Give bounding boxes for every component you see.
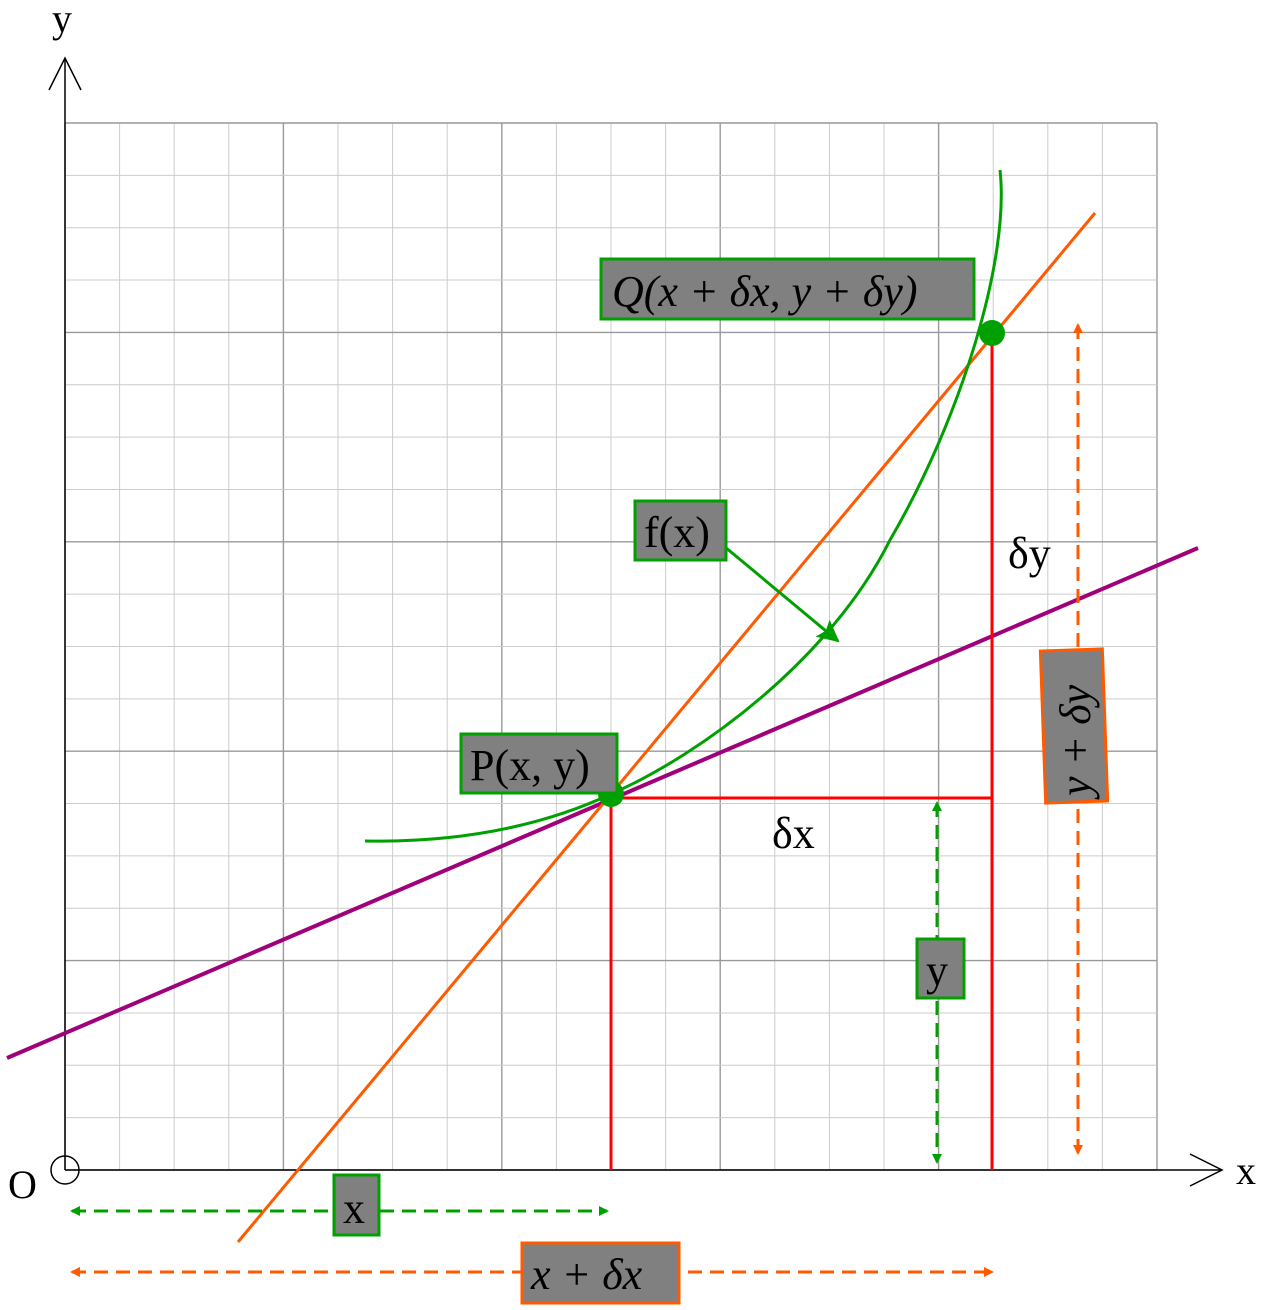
delta-x-label: δx (772, 809, 815, 858)
axes: x y O (8, 0, 1256, 1207)
point-q-dot (979, 320, 1005, 346)
delta-y-label: δy (1008, 529, 1051, 578)
function-label: f(x) (644, 508, 710, 557)
y-plus-dy-label: y + δy (1051, 684, 1100, 800)
label-box-y-plus-dy: y + δy (1038, 647, 1110, 805)
origin-circle-icon (50, 1155, 80, 1185)
x-axis-label: x (1236, 1148, 1256, 1193)
y-axis-arrow-icon (48, 56, 82, 91)
x-plus-dx-label: x + δx (530, 1250, 643, 1299)
function-curve (364, 169, 1003, 843)
label-box-q: Q(x + δx, y + δy) (599, 257, 976, 321)
increment-lines (609, 333, 994, 1170)
y-axis-label: y (52, 0, 72, 41)
x-measure-label: x (343, 1184, 365, 1233)
origin-label: O (8, 1162, 37, 1207)
x-axis-arrow-icon (1189, 1153, 1224, 1187)
function-pointer-arrow (724, 545, 840, 643)
label-box-y: y (915, 937, 966, 1000)
secant-line (236, 212, 1097, 1243)
label-box-p: P(x, y) (459, 732, 619, 795)
label-box-x: x (332, 1173, 381, 1237)
point-q-label: Q(x + δx, y + δy) (612, 267, 918, 316)
label-box-x-plus-dx: x + δx (520, 1241, 681, 1305)
point-p-label: P(x, y) (470, 741, 590, 790)
label-box-f: f(x) (633, 499, 728, 562)
y-measure-label: y (926, 946, 948, 995)
